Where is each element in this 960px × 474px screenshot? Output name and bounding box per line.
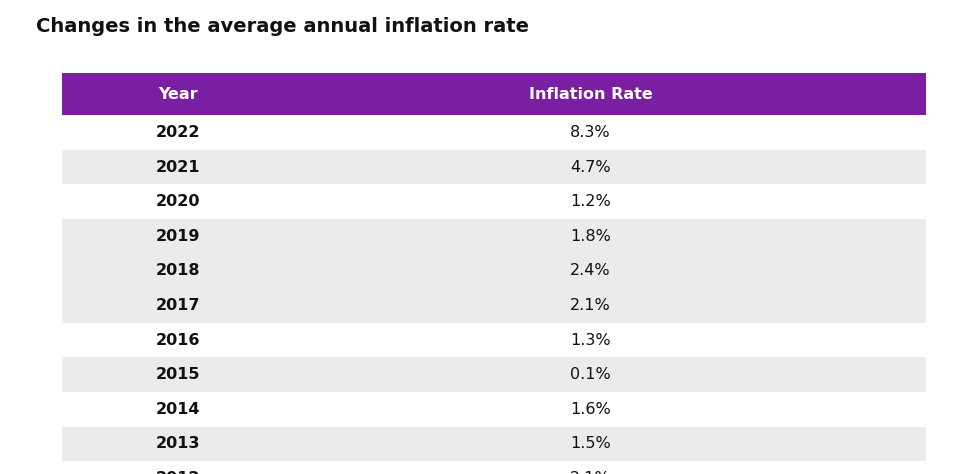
Text: 8.3%: 8.3% <box>570 125 611 140</box>
Text: 1.5%: 1.5% <box>570 437 611 451</box>
Text: 2014: 2014 <box>156 402 200 417</box>
Text: Changes in the average annual inflation rate: Changes in the average annual inflation … <box>36 17 530 36</box>
Text: 2019: 2019 <box>156 229 200 244</box>
Text: 2017: 2017 <box>156 298 200 313</box>
Text: Year: Year <box>157 87 198 102</box>
Text: 0.1%: 0.1% <box>570 367 611 382</box>
Text: 2.4%: 2.4% <box>570 264 611 278</box>
Text: 2.1%: 2.1% <box>570 298 611 313</box>
Text: 1.6%: 1.6% <box>570 402 611 417</box>
Text: 2020: 2020 <box>156 194 200 209</box>
Text: 4.7%: 4.7% <box>570 160 611 174</box>
Text: 2013: 2013 <box>156 437 200 451</box>
Text: 2022: 2022 <box>156 125 200 140</box>
Text: 1.8%: 1.8% <box>570 229 611 244</box>
Text: 1.3%: 1.3% <box>570 333 611 347</box>
Text: 2.1%: 2.1% <box>570 471 611 474</box>
Text: Inflation Rate: Inflation Rate <box>529 87 652 102</box>
Text: 2018: 2018 <box>156 264 200 278</box>
Text: 2012: 2012 <box>156 471 200 474</box>
Text: 2016: 2016 <box>156 333 200 347</box>
Text: 2021: 2021 <box>156 160 200 174</box>
Text: 1.2%: 1.2% <box>570 194 611 209</box>
Text: 2015: 2015 <box>156 367 200 382</box>
